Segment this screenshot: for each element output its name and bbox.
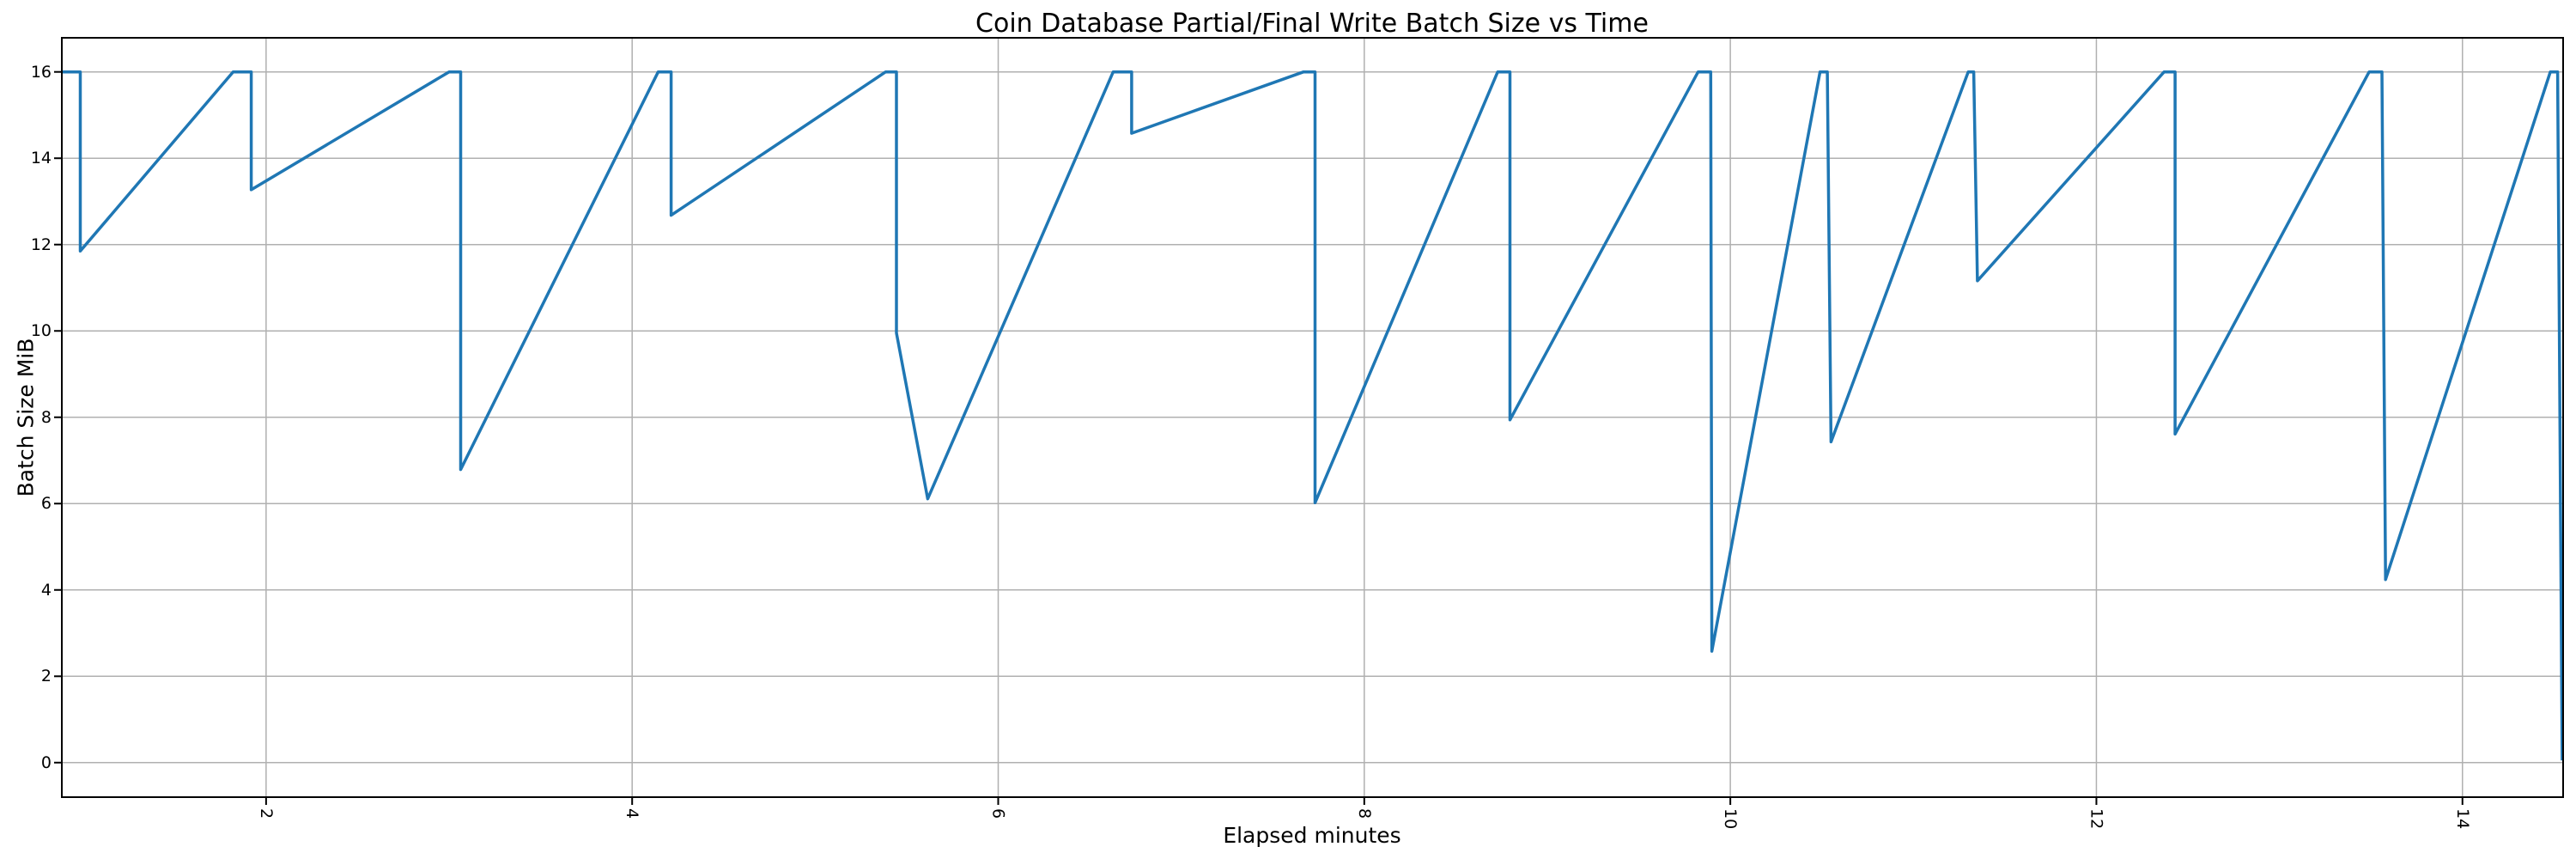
y-tick-label: 4 bbox=[40, 580, 52, 600]
x-tick-label: 6 bbox=[988, 808, 1008, 819]
x-tick-label: 8 bbox=[1354, 808, 1374, 819]
data-line bbox=[62, 70, 2564, 761]
y-tick-label: 6 bbox=[40, 494, 52, 514]
y-tick-label: 16 bbox=[30, 62, 52, 82]
y-tick-label: 14 bbox=[30, 149, 52, 168]
y-tick-label: 2 bbox=[40, 667, 52, 686]
x-tick-label: 14 bbox=[2452, 808, 2472, 830]
x-tick-label: 2 bbox=[256, 808, 276, 819]
y-tick-label: 12 bbox=[30, 235, 52, 254]
x-tick-label: 12 bbox=[2087, 808, 2106, 830]
x-tick-label: 4 bbox=[623, 808, 642, 819]
y-tick-label: 10 bbox=[30, 321, 52, 341]
y-tick-label: 0 bbox=[40, 752, 52, 772]
x-tick-label: 10 bbox=[1721, 808, 1741, 830]
y-tick-label: 8 bbox=[40, 407, 52, 427]
x-axis-label: Elapsed minutes bbox=[1223, 823, 1401, 848]
chart-title: Coin Database Partial/Final Write Batch … bbox=[975, 9, 1649, 39]
